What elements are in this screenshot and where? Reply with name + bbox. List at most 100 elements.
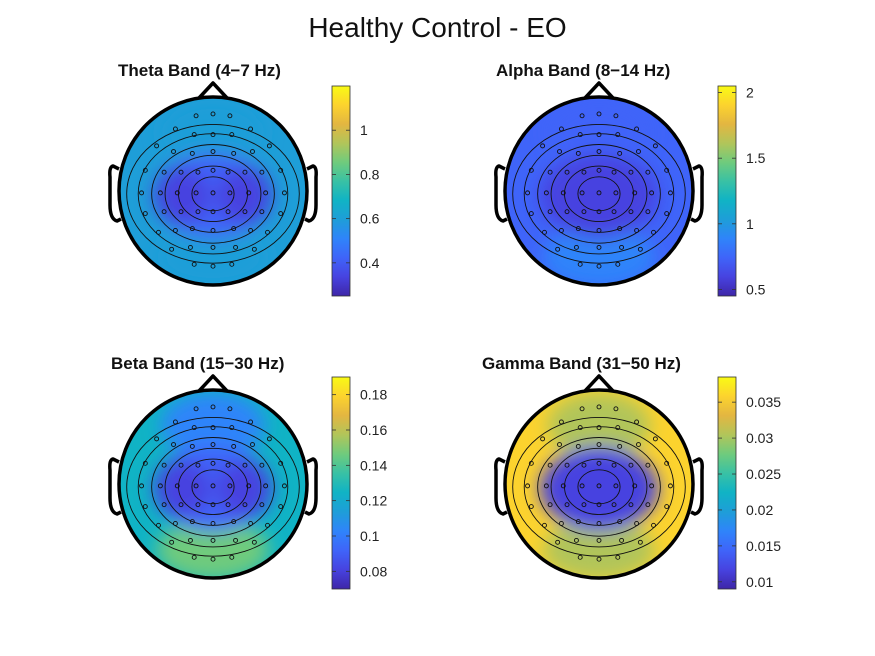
electrode bbox=[231, 226, 237, 232]
left-ear bbox=[108, 457, 122, 516]
electrode bbox=[543, 190, 549, 196]
electrode bbox=[528, 167, 534, 173]
electrode bbox=[577, 425, 583, 431]
electrode bbox=[596, 521, 602, 526]
nose bbox=[583, 374, 615, 393]
electrode bbox=[189, 519, 195, 525]
electrode bbox=[596, 425, 602, 431]
electrode bbox=[225, 169, 231, 175]
electrode bbox=[248, 228, 254, 233]
electrode bbox=[210, 263, 216, 269]
electrode bbox=[178, 502, 184, 508]
field-right-center bbox=[215, 167, 273, 224]
colorbar-tick-label: 0.035 bbox=[746, 394, 781, 410]
electrode bbox=[210, 521, 216, 526]
colorbar-tick-label: 1 bbox=[746, 216, 754, 232]
colorbar-0: 0.4 0.6 0.8 1 bbox=[331, 85, 380, 297]
contour-lines bbox=[126, 416, 300, 557]
electrode bbox=[187, 537, 193, 543]
electrode bbox=[667, 190, 673, 196]
electrode bbox=[596, 483, 602, 489]
electrode bbox=[596, 228, 602, 233]
electrode bbox=[210, 111, 216, 117]
electrode bbox=[191, 261, 197, 267]
head-outline bbox=[117, 388, 309, 580]
electrode bbox=[558, 419, 564, 425]
electrode bbox=[557, 149, 562, 154]
contour bbox=[577, 176, 621, 212]
electrode bbox=[664, 211, 670, 217]
electrode bbox=[229, 554, 235, 560]
electrode bbox=[172, 521, 178, 526]
electrode bbox=[191, 425, 197, 431]
field-right-center bbox=[215, 460, 273, 517]
electrode bbox=[617, 443, 623, 449]
colorbar-tick-label: 0.015 bbox=[746, 538, 781, 554]
electrode bbox=[248, 521, 254, 526]
electrode bbox=[210, 502, 216, 508]
electrode bbox=[615, 132, 621, 138]
electrode bbox=[611, 209, 617, 215]
electrode bbox=[540, 143, 546, 149]
field-right-center bbox=[601, 167, 659, 224]
electrode bbox=[259, 209, 265, 215]
electrode bbox=[540, 436, 546, 442]
electrode bbox=[142, 211, 148, 217]
electrode bbox=[210, 228, 216, 233]
electrode bbox=[227, 113, 233, 119]
electrode bbox=[634, 419, 640, 425]
electrode bbox=[573, 244, 579, 250]
colorbar-tick-label: 0.5 bbox=[746, 281, 766, 297]
contour bbox=[564, 165, 634, 223]
electrode bbox=[210, 132, 216, 138]
colorbar-tick-label: 0.4 bbox=[360, 255, 380, 271]
electrode bbox=[575, 150, 581, 156]
field-occipital bbox=[542, 226, 656, 285]
electrode bbox=[596, 460, 602, 466]
electrode bbox=[248, 419, 254, 425]
contour bbox=[191, 176, 235, 212]
head-outline bbox=[503, 95, 695, 287]
electrode bbox=[142, 460, 148, 466]
electrode bbox=[229, 132, 235, 138]
electrode bbox=[596, 537, 602, 543]
topoplot-3 bbox=[494, 374, 704, 580]
field-left-center bbox=[539, 460, 597, 517]
electrode bbox=[172, 126, 178, 132]
electrode bbox=[281, 483, 287, 489]
topoplot-2 bbox=[108, 374, 318, 580]
electrode bbox=[189, 443, 195, 449]
electrode bbox=[528, 211, 534, 217]
electrode bbox=[246, 190, 252, 196]
field-occipital bbox=[156, 226, 270, 285]
electrode bbox=[617, 226, 623, 232]
electrode bbox=[189, 150, 195, 156]
electrode bbox=[558, 126, 564, 132]
electrode bbox=[193, 406, 199, 412]
electrode bbox=[547, 462, 553, 468]
colorbar-gradient bbox=[331, 85, 351, 297]
electrode bbox=[263, 483, 269, 489]
electrode bbox=[193, 483, 199, 489]
electrode bbox=[651, 522, 656, 528]
electrode bbox=[156, 229, 161, 235]
colorbar-tick-label: 0.01 bbox=[746, 574, 773, 590]
electrode bbox=[558, 228, 564, 233]
electrode bbox=[596, 190, 602, 196]
right-ear bbox=[304, 164, 318, 223]
nose bbox=[197, 374, 229, 393]
electrode bbox=[564, 502, 570, 508]
head-outline bbox=[503, 388, 695, 580]
contour bbox=[178, 165, 248, 223]
right-ear bbox=[304, 457, 318, 516]
electrode bbox=[233, 244, 239, 250]
electrode bbox=[542, 229, 547, 235]
electrode bbox=[227, 190, 233, 196]
electrode bbox=[560, 190, 566, 196]
contour bbox=[512, 416, 686, 557]
panel-title-gamma: Gamma Band (31−50 Hz) bbox=[482, 354, 681, 373]
electrode bbox=[210, 460, 216, 466]
electrode bbox=[251, 246, 257, 252]
electrode bbox=[632, 483, 638, 489]
electrode bbox=[142, 167, 148, 173]
